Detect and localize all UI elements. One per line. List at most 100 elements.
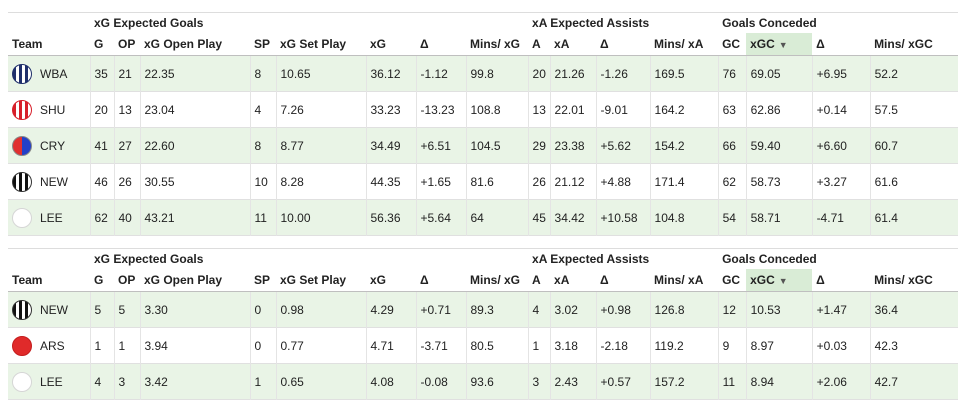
team-name[interactable]: WBA (40, 66, 68, 81)
team-cell: NEW (8, 292, 90, 328)
stats-table-1-container: xG Expected Goals xA Expected Assists Go… (8, 12, 959, 236)
group-xg-title: xG Expected Goals (90, 248, 529, 269)
column-header-mins-per-xgc[interactable]: Mins/ xGC (870, 269, 959, 292)
column-header-xg-set-play[interactable]: xG Set Play (276, 33, 366, 56)
cell-xa: 23.38 (549, 127, 597, 164)
cell-sp: 8 (249, 55, 276, 92)
cell-xg-set-play: 8.77 (275, 127, 366, 164)
column-header-mins-per-xg[interactable]: Mins/ xG (466, 33, 529, 56)
column-header-g[interactable]: G (90, 33, 114, 56)
group-xa-title: xA Expected Assists (528, 248, 719, 269)
column-header-a[interactable]: A (528, 269, 551, 292)
cell-xg-delta: -3.71 (415, 327, 466, 364)
team-badge-icon (12, 371, 32, 392)
column-header-xa[interactable]: xA (550, 269, 597, 292)
column-header-sp[interactable]: SP (250, 33, 276, 56)
cell-xgc: 8.97 (745, 327, 813, 364)
cell-mins-per-xg: 80.5 (465, 327, 529, 364)
cell-g: 35 (89, 55, 114, 92)
cell-mins-per-xa: 126.8 (649, 291, 719, 328)
cell-gc: 66 (717, 127, 747, 164)
column-header-xa[interactable]: xA (550, 33, 597, 56)
column-header-label: Mins/ xG (470, 273, 521, 287)
cell-xa-delta: +0.98 (595, 291, 651, 328)
column-header-xg-open-play[interactable]: xG Open Play (140, 269, 250, 292)
column-header-mins-per-xgc[interactable]: Mins/ xGC (870, 33, 959, 56)
column-header-gc[interactable]: GC (718, 269, 747, 292)
cell-xgc: 58.71 (745, 199, 813, 236)
column-header-xg[interactable]: xG (366, 33, 416, 56)
cell-xg: 4.29 (365, 291, 416, 328)
column-header-mins-per-xa[interactable]: Mins/ xA (650, 269, 719, 292)
column-header-xgc[interactable]: xGC ▼ (746, 269, 813, 292)
team-name[interactable]: LEE (40, 374, 63, 389)
team-cell: LEE (8, 200, 90, 236)
column-header-gc-delta[interactable]: Δ (812, 33, 871, 56)
column-header-label: xGC (750, 273, 775, 287)
cell-mins-per-xgc: 42.3 (869, 327, 959, 364)
column-header-xg-delta[interactable]: Δ (416, 33, 466, 56)
cell-op: 26 (113, 163, 140, 200)
column-header-xg[interactable]: xG (366, 269, 416, 292)
column-header-label: SP (254, 37, 271, 51)
column-header-op[interactable]: OP (114, 33, 140, 56)
column-header-label: Δ (420, 37, 429, 51)
cell-xg: 4.08 (365, 363, 416, 400)
column-header-label: xGC (750, 37, 775, 51)
cell-sp: 11 (249, 199, 276, 236)
cell-mins-per-xg: 81.6 (465, 163, 529, 200)
column-header-label: xA (554, 37, 570, 51)
column-header-gc-delta[interactable]: Δ (812, 269, 871, 292)
column-header-xgc[interactable]: xGC ▼ (746, 33, 813, 56)
column-header-mins-per-xa[interactable]: Mins/ xA (650, 33, 719, 56)
column-header-xa-delta[interactable]: Δ (596, 269, 651, 292)
column-header-label: Team (12, 273, 43, 287)
team-name[interactable]: SHU (40, 102, 66, 117)
cell-mins-per-xgc: 52.2 (869, 55, 959, 92)
column-header-team[interactable]: Team (8, 269, 90, 292)
team-name[interactable]: NEW (40, 174, 68, 189)
team-name[interactable]: LEE (40, 210, 63, 225)
cell-xgc: 62.86 (745, 91, 813, 128)
column-header-xg-open-play[interactable]: xG Open Play (140, 33, 250, 56)
column-header-g[interactable]: G (90, 269, 114, 292)
cell-xg-open-play: 3.42 (139, 363, 250, 400)
table-row: WBA 35 21 22.35 8 10.65 36.12 -1.12 99.8 20 21.26-… (8, 55, 959, 92)
column-header-label: Mins/ xG (470, 37, 521, 51)
team-name[interactable]: CRY (40, 138, 66, 153)
column-header-label: xG Set Play (280, 37, 347, 51)
team-name[interactable]: NEW (40, 302, 68, 317)
team-name[interactable]: ARS (40, 338, 65, 353)
column-header-gc[interactable]: GC (718, 33, 747, 56)
column-header-xg-set-play[interactable]: xG Set Play (276, 269, 366, 292)
column-header-label: GC (722, 273, 741, 287)
column-header-mins-per-xg[interactable]: Mins/ xG (466, 269, 529, 292)
cell-xa-delta: -2.18 (595, 327, 651, 364)
cell-xg-set-play: 0.77 (275, 327, 366, 364)
cell-a: 1 (527, 327, 551, 364)
column-header-xa-delta[interactable]: Δ (596, 33, 651, 56)
cell-xg: 44.35 (365, 163, 416, 200)
column-header-label: OP (118, 273, 136, 287)
cell-op: 40 (113, 199, 140, 236)
group-xg-title: xG Expected Goals (90, 12, 529, 33)
column-header-xg-delta[interactable]: Δ (416, 269, 466, 292)
column-header-team[interactable]: Team (8, 33, 90, 56)
cell-xg-set-play: 10.00 (275, 199, 366, 236)
table-body: NEW 5 5 3.30 0 0.98 4.29 +0.71 89.3 4 3.02 +0.98 126… (8, 291, 959, 400)
column-header-op[interactable]: OP (114, 269, 140, 292)
cell-a: 45 (527, 199, 551, 236)
cell-a: 29 (527, 127, 551, 164)
cell-sp: 0 (249, 291, 276, 328)
cell-mins-per-xg: 104.5 (465, 127, 529, 164)
cell-gc: 12 (717, 291, 747, 328)
table-row: LEE 62 40 43.21 11 10.00 56.36 +5.64 64 45 34.42 +1… (8, 199, 959, 236)
cell-xg: 34.49 (365, 127, 416, 164)
cell-g: 46 (89, 163, 114, 200)
table-row: ARS 1 1 3.94 0 0.77 4.71 -3.71 80.5 1 3.18 -2.18 119… (8, 327, 959, 364)
column-header-a[interactable]: A (528, 33, 551, 56)
cell-gc-delta: +0.03 (811, 327, 871, 364)
cell-xg-set-play: 7.26 (275, 91, 366, 128)
column-header-sp[interactable]: SP (250, 269, 276, 292)
cell-xa-delta: -9.01 (595, 91, 651, 128)
